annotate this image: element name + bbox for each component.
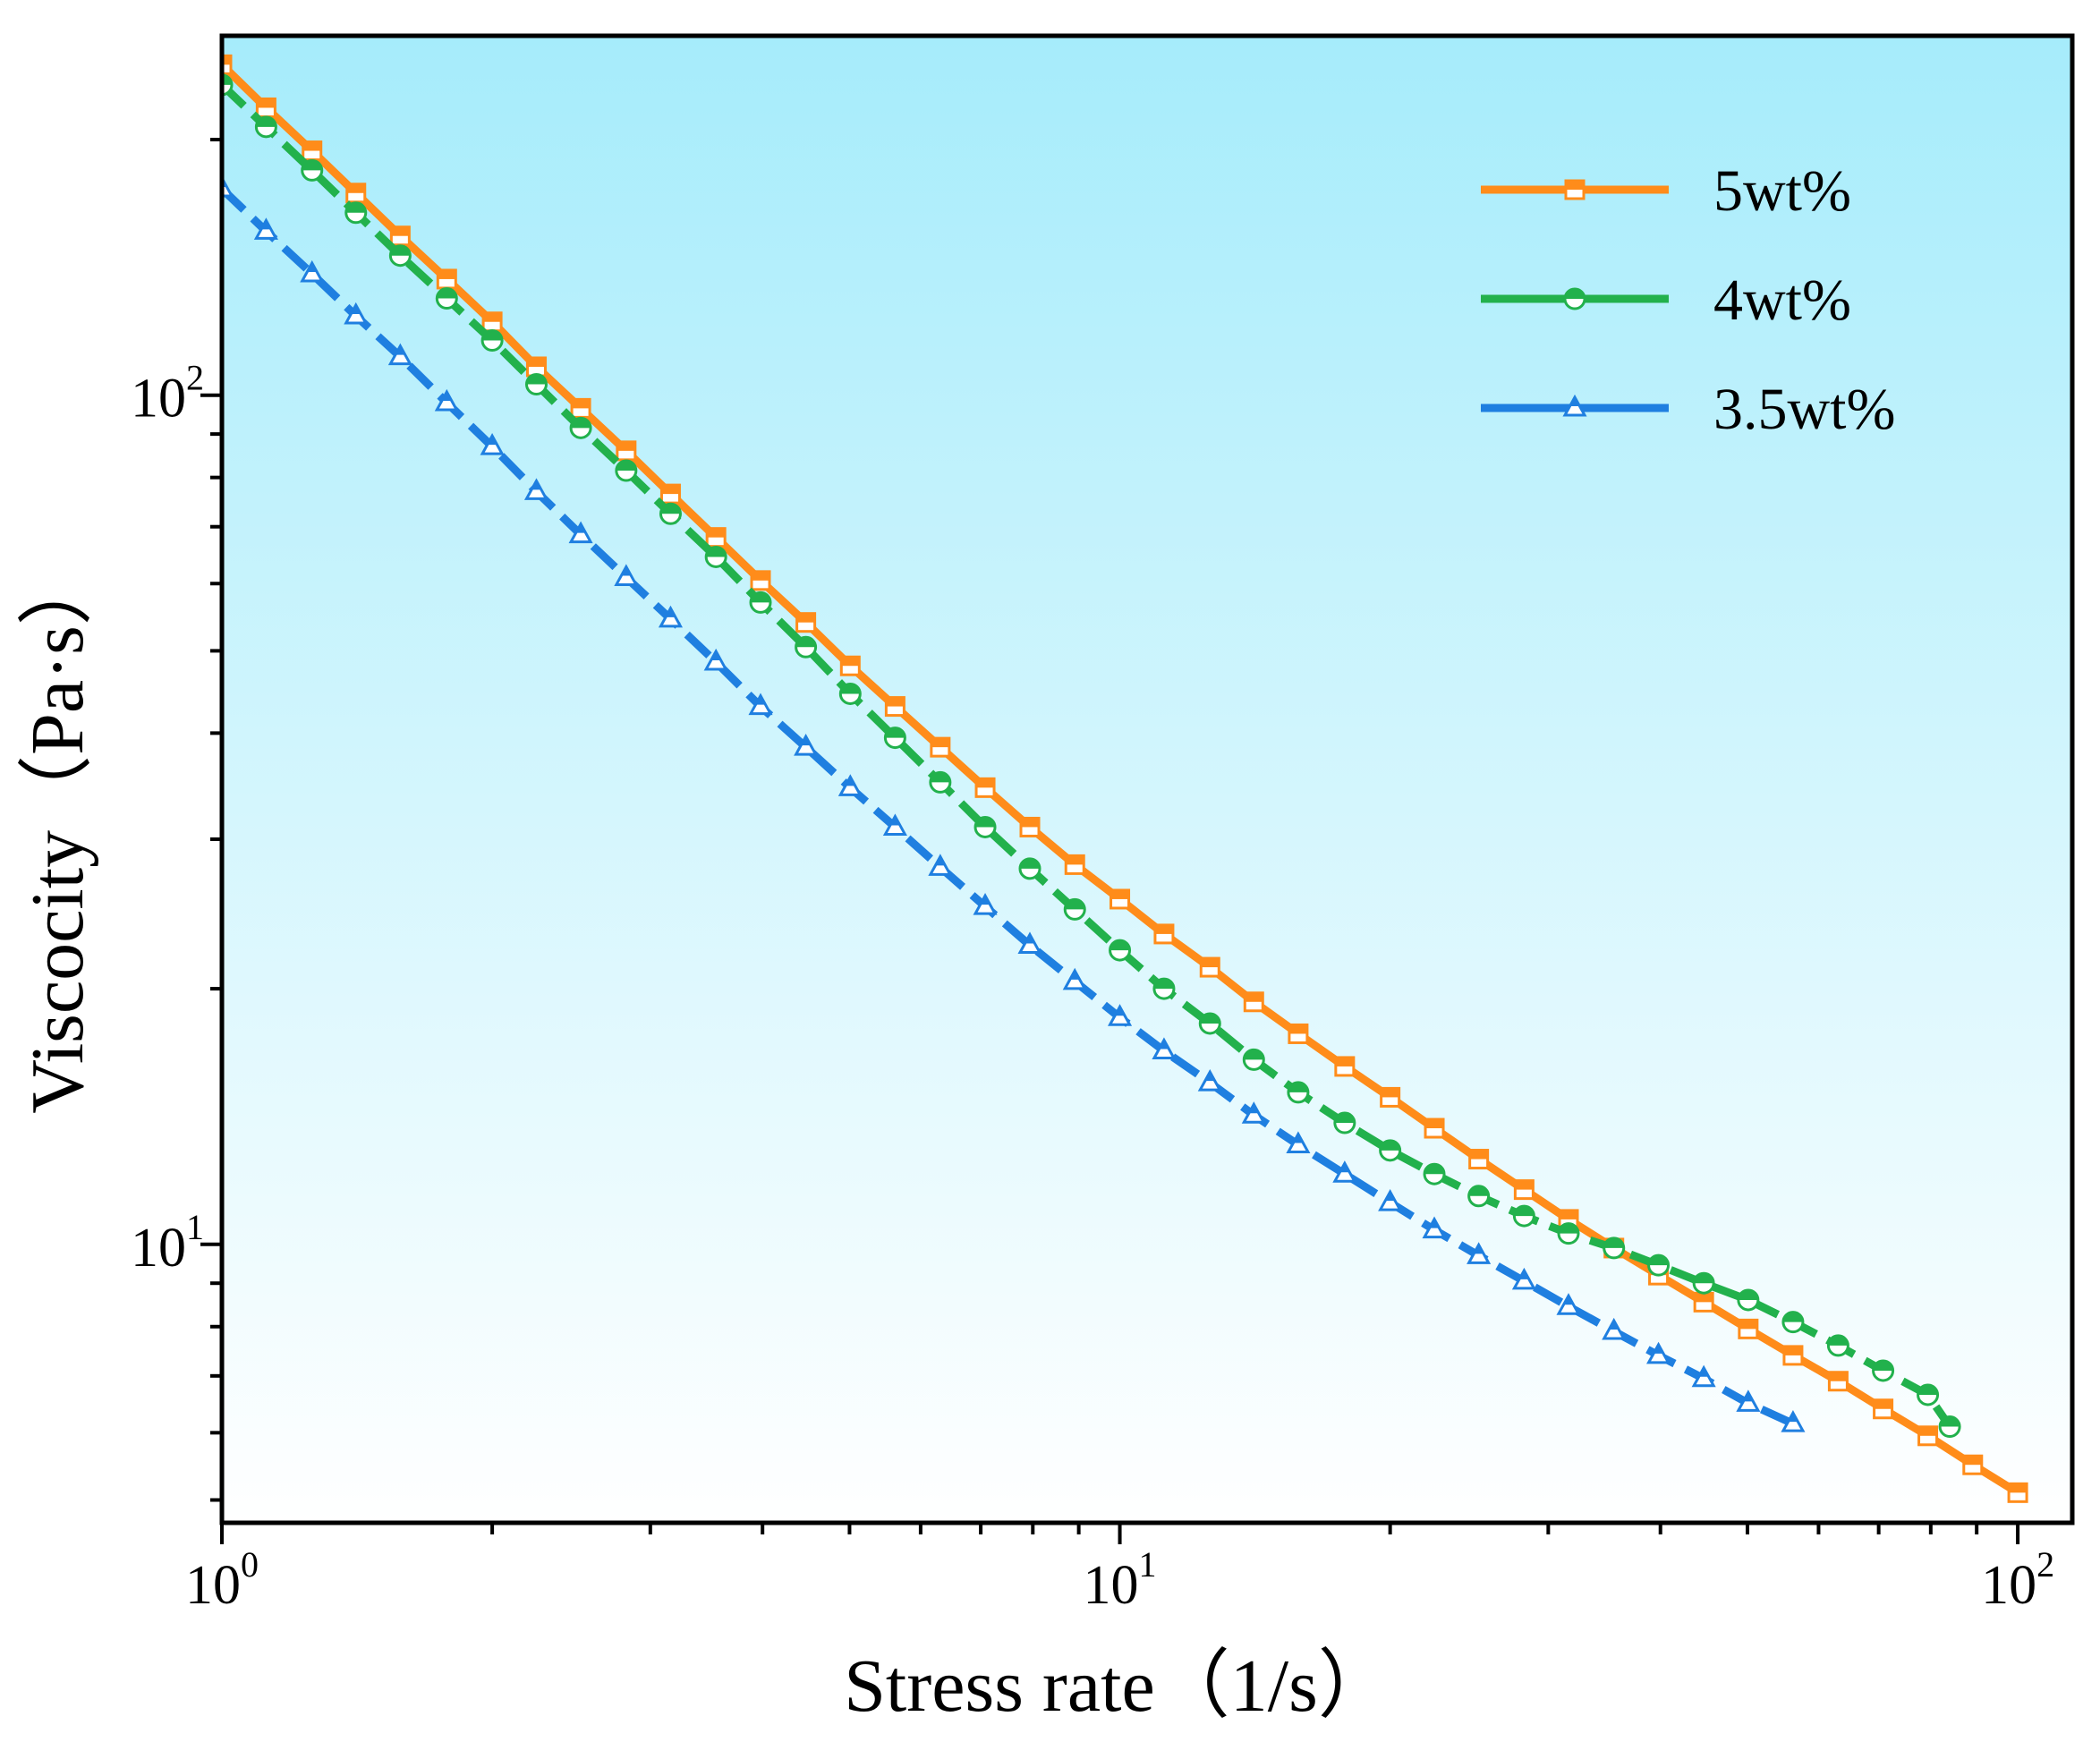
x-tick-label: 100 — [185, 1544, 259, 1616]
legend-label: 5wt% — [1713, 158, 1851, 224]
data-point — [928, 854, 953, 876]
plot-frame — [219, 33, 2075, 1525]
data-point — [1511, 1267, 1536, 1290]
data-point — [1017, 931, 1042, 955]
legend-label: 3.5wt% — [1713, 377, 1895, 442]
x-axis-title: Stress rate（1/s） — [844, 1644, 1393, 1728]
y-tick-label: 101 — [131, 1207, 204, 1279]
data-point — [1241, 1101, 1266, 1124]
plot-background — [222, 36, 2072, 1523]
legend-item: 5wt% — [1481, 158, 1851, 224]
y-axis-title: Viscocity（Pa·s） — [16, 550, 99, 1114]
data-point — [882, 813, 907, 836]
series-layer — [222, 54, 2028, 1503]
series-2 — [222, 73, 1961, 1439]
data-point — [1781, 1410, 1806, 1432]
x-tick-label: 102 — [1981, 1544, 2054, 1616]
data-point — [1197, 1069, 1222, 1092]
data-point — [1378, 1188, 1403, 1211]
x-tick-labels: 100 101 102 — [185, 1544, 2054, 1616]
series-line — [222, 185, 1795, 1428]
data-point — [480, 432, 505, 455]
data-point — [300, 259, 325, 283]
data-point — [1152, 1037, 1177, 1060]
data-point — [1467, 1242, 1492, 1264]
x-tick-label: 101 — [1084, 1544, 1157, 1616]
data-point — [614, 564, 639, 586]
data-point — [973, 892, 998, 915]
data-point — [523, 478, 549, 500]
series-line — [222, 81, 1953, 1430]
legend: 5wt% 4wt% 3.5wt% — [1481, 158, 1895, 442]
legend-label: 4wt% — [1713, 268, 1851, 333]
data-point — [1286, 1131, 1311, 1153]
data-point — [1332, 1160, 1357, 1183]
data-point — [794, 734, 819, 756]
y-tick-labels: 101 102 — [131, 358, 204, 1279]
y-tick-label: 102 — [131, 358, 204, 429]
data-point — [568, 521, 593, 544]
series-3 — [222, 174, 1806, 1432]
legend-item: 4wt% — [1481, 268, 1851, 333]
legend-item: 3.5wt% — [1481, 377, 1895, 442]
